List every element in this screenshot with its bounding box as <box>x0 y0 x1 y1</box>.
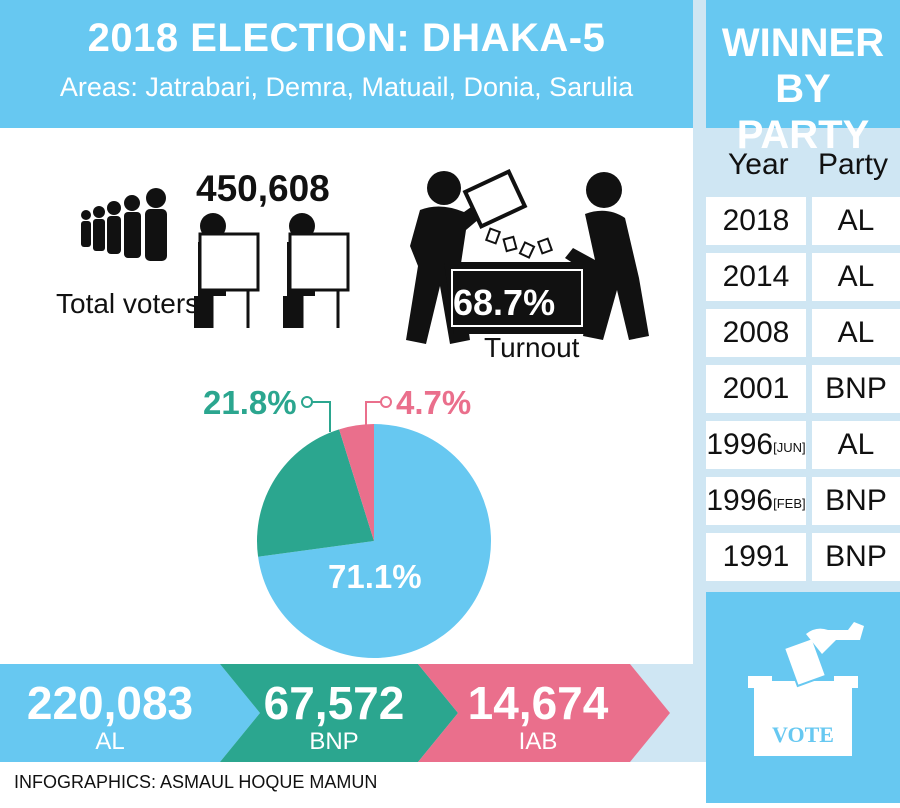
winner-party: BNP <box>812 365 900 413</box>
bnp-callout <box>301 396 331 432</box>
iab-callout <box>365 396 392 428</box>
main-panel: 21.8% 4.7% 71.1% 450,608 Total voters 68… <box>0 128 693 664</box>
winner-party: BNP <box>812 477 900 525</box>
winner-party: AL <box>812 253 900 301</box>
bnp-label: BNP <box>309 728 359 755</box>
winner-year-suffix: [FEB] <box>773 496 806 511</box>
winner-year-text: 2014 <box>722 260 790 293</box>
pie-slice-al <box>258 424 491 658</box>
turnout-label: Turnout <box>484 332 580 363</box>
winner-row: 1991 BNP <box>706 533 900 581</box>
winner-year-text: 1996 <box>706 428 774 461</box>
ballot-box-icon <box>406 168 649 344</box>
total-voters-label: Total voters <box>56 288 200 319</box>
credit-text: INFOGRAPHICS: ASMAUL HOQUE MAMUN <box>14 772 378 792</box>
pie-label-bnp: 21.8% <box>203 384 297 421</box>
winner-year: 1991 <box>706 533 806 581</box>
footer: INFOGRAPHICS: ASMAUL HOQUE MAMUN <box>0 762 706 803</box>
winner-year: 2018 <box>706 197 806 245</box>
col-party: Party <box>818 148 889 181</box>
winner-year: 1996[FEB] <box>706 477 806 525</box>
winner-panel: WINNER BY PARTY Year Party 2018 AL 2014 AL 2… <box>706 0 900 803</box>
winner-party: AL <box>812 421 900 469</box>
main-illustration: 21.8% 4.7% 71.1% <box>81 168 649 658</box>
voting-booth-icon-2 <box>283 213 350 328</box>
winner-year: 2008 <box>706 309 806 357</box>
iab-label: IAB <box>518 728 558 755</box>
winner-title: WINNER BY PARTY <box>706 0 900 157</box>
col-year: Year <box>728 148 789 181</box>
winner-row: 1996[FEB] BNP <box>706 477 900 525</box>
pie-slice-iab <box>339 424 374 541</box>
bnp-votes: 67,572 <box>263 677 405 729</box>
pie-label-al: 71.1% <box>328 558 422 595</box>
al-arrow <box>0 664 260 762</box>
winner-year-text: 1991 <box>722 540 790 573</box>
winner-title-line2: BY PARTY <box>736 67 870 157</box>
winner-row: 2008 AL <box>706 309 900 357</box>
winner-year: 2014 <box>706 253 806 301</box>
al-label: AL <box>95 728 125 755</box>
total-voters-value: 450,608 <box>196 168 330 209</box>
winner-row: 2014 AL <box>706 253 900 301</box>
iab-votes: 14,674 <box>467 677 609 729</box>
winner-year-suffix: [JUN] <box>773 440 806 455</box>
winner-year-text: 2008 <box>722 316 790 349</box>
winner-year: 2001 <box>706 365 806 413</box>
voter-queue-icon <box>81 188 167 261</box>
winner-row: 1996[JUN] AL <box>706 421 900 469</box>
results-banner: 220,083 AL 67,572 BNP 14,674 IAB <box>0 664 693 762</box>
winner-title-line1: WINNER <box>721 21 885 65</box>
vote-label: VOTE <box>772 722 834 747</box>
winner-year-text: 1996 <box>706 484 774 517</box>
al-votes: 220,083 <box>26 677 194 729</box>
vote-icon-panel: VOTE <box>706 592 900 803</box>
winner-row: 2001 BNP <box>706 365 900 413</box>
winner-party: AL <box>812 309 900 357</box>
winner-party: BNP <box>812 533 900 581</box>
turnout-value: 68.7% <box>453 282 556 323</box>
winner-year: 1996[JUN] <box>706 421 806 469</box>
results-arrows <box>0 664 670 762</box>
winner-row: 2018 AL <box>706 197 900 245</box>
ballot-vote-icon: VOTE <box>748 622 864 756</box>
winner-table-header: Year Party <box>706 140 900 186</box>
voting-booth-icon-1 <box>194 213 260 328</box>
header: 2018 ELECTION: DHAKA-5 Areas: Jatrabari,… <box>0 0 693 128</box>
winner-party: AL <box>812 197 900 245</box>
winner-year-text: 2001 <box>722 372 790 405</box>
pie-chart <box>257 424 491 658</box>
iab-arrow <box>418 664 670 762</box>
page-title: 2018 ELECTION: DHAKA-5 <box>87 16 606 60</box>
pie-label-iab: 4.7% <box>396 384 471 421</box>
page-subtitle: Areas: Jatrabari, Demra, Matuail, Donia,… <box>59 72 634 102</box>
winner-year-text: 2018 <box>722 204 790 237</box>
pie-slice-bnp <box>257 429 374 557</box>
bnp-arrow <box>220 664 458 762</box>
